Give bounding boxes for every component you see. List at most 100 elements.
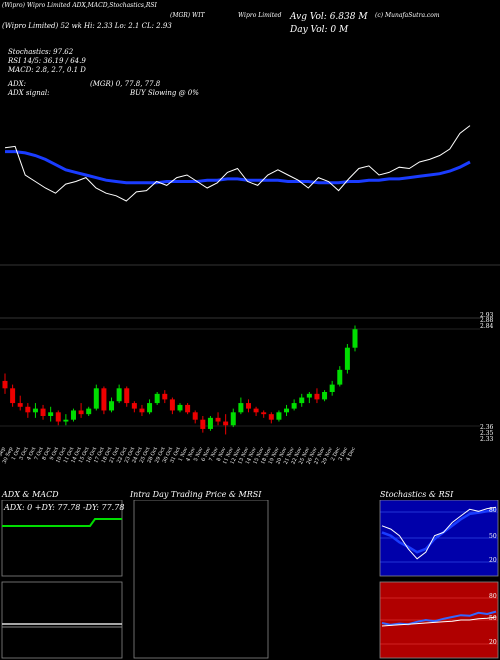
rsi-readout: RSI 14/5: 36.19 / 64.9: [8, 57, 86, 65]
stoch-d-line: [381, 506, 497, 560]
rsi-scale-80: 80: [489, 593, 497, 600]
candle-body: [177, 404, 183, 411]
candle-body: [17, 403, 23, 407]
stoch-scale-80: 80: [489, 507, 497, 514]
header-title: (Wipro) Wipro Limited ADX,MACD,Stochasti…: [2, 2, 157, 9]
candle-body: [78, 410, 84, 415]
candle-body: [238, 403, 244, 413]
candle-body: [268, 414, 274, 420]
bottom-panels: [1, 500, 499, 659]
candle-body: [25, 406, 31, 413]
candles-group: [2, 325, 358, 435]
x-date-label: 5 Nov: [193, 446, 205, 462]
price-label-top-b: 2.88: [480, 317, 494, 324]
stoch-scale-20: 20: [489, 557, 497, 564]
candle-body: [101, 388, 107, 411]
candle-body: [124, 388, 130, 404]
x-date-label: 1 Nov: [178, 446, 190, 462]
rsi-scale-50: 50: [489, 615, 497, 622]
intra-panel-title: Intra Day Trading Price & MRSI: [130, 490, 262, 499]
adx-inner-values: ADX: 0 +DY: 77.78 -DY: 77.78: [4, 503, 125, 512]
x-date-label: 4 Nov: [185, 446, 197, 462]
header-site: (c) MunafaSutra.com: [375, 12, 440, 19]
candle-body: [207, 417, 213, 429]
rsi-scale-20: 20: [489, 639, 497, 646]
candle-body: [261, 412, 267, 415]
candle-body: [291, 403, 297, 409]
candle-body: [314, 393, 320, 400]
x-date-label: 7 Nov: [208, 446, 220, 462]
candle-body: [32, 408, 38, 413]
rsi-smooth-line: [381, 616, 497, 627]
adx-panel-frame: [1, 500, 123, 577]
candle-body: [55, 412, 61, 422]
candle-body: [223, 421, 229, 426]
header-day-vol: Day Vol: 0 M: [290, 25, 349, 35]
candle-body: [63, 419, 69, 422]
adx-panel-title: ADX & MACD: [2, 490, 59, 499]
candle-body: [147, 403, 153, 413]
candle-body: [154, 393, 160, 404]
adx-signal-label: ADX signal:: [8, 89, 50, 97]
candle-body: [344, 347, 350, 370]
candle-body: [93, 388, 99, 409]
candle-body: [2, 380, 8, 389]
stoch-scale-50: 50: [489, 533, 497, 540]
ma-line: [5, 150, 471, 185]
candle-body: [337, 369, 343, 385]
x-date-label: 2 Dec: [330, 446, 342, 462]
buy-signal: BUY Slowing @ 0%: [130, 89, 199, 97]
candle-body: [162, 393, 168, 400]
x-date-label: 27 Sep: [0, 446, 7, 464]
x-date-label: 6 Nov: [200, 446, 212, 462]
price-label-bottom-b: 2.35: [480, 430, 494, 437]
adx-readout: ADX:: [8, 80, 27, 88]
candle-body: [299, 397, 305, 404]
x-date-label: 4 Oct: [26, 446, 37, 461]
candle-body: [215, 417, 221, 422]
x-date-label: 1 Oct: [11, 446, 22, 461]
candle-body: [10, 388, 16, 404]
candle-body: [322, 392, 328, 400]
x-date-label: 8 Oct: [41, 446, 52, 461]
x-date-label: 7 Oct: [34, 446, 45, 461]
candle-body: [230, 412, 236, 426]
candle-body: [131, 403, 137, 409]
header-company: Wipro Limited: [238, 12, 282, 19]
adx-values: (MGR) 0, 77.8, 77.8: [90, 80, 161, 88]
x-date-label: 3 Oct: [18, 446, 29, 461]
candle-body: [185, 404, 191, 413]
price-line: [4, 125, 471, 202]
candle-body: [192, 412, 198, 420]
rsi-line: [381, 610, 497, 626]
candle-body: [306, 393, 312, 398]
stoch-readout: Stochastics: 97.62: [8, 48, 74, 56]
candle-body: [329, 384, 335, 392]
intra-panel-frame: [133, 500, 269, 659]
stoch-k-line: [381, 508, 497, 554]
header-ticker: (MGR) WIT: [170, 12, 205, 19]
candle-body: [86, 408, 92, 415]
x-date-label: 9 Oct: [49, 446, 60, 461]
header-range: (Wipro Limited) 52 wk Hi: 2.33 Lo: 2.1 C…: [2, 22, 172, 30]
price-label-top-a: 2.93: [480, 312, 494, 319]
price-label-bottom-c: 2.33: [480, 436, 494, 443]
macd-readout: MACD: 2.8, 2.7, 0.1 D: [8, 66, 86, 74]
candle-body: [352, 329, 358, 348]
price-label-bottom-a: 2.36: [480, 424, 494, 431]
stoch-panel-title: Stochastics & RSI: [380, 490, 454, 499]
candle-body: [276, 412, 282, 420]
candle-body: [48, 412, 54, 416]
candle-body: [169, 399, 175, 411]
candle-body: [245, 403, 251, 409]
header-avg-vol: Avg Vol: 6.838 M: [290, 12, 368, 22]
candle-body: [116, 388, 122, 402]
candle-body: [109, 401, 115, 411]
candle-body: [200, 419, 206, 429]
x-date-label: 4 Dec: [345, 446, 357, 462]
candle-body: [284, 408, 290, 413]
candle-body: [70, 410, 76, 420]
candle-body: [253, 408, 259, 413]
